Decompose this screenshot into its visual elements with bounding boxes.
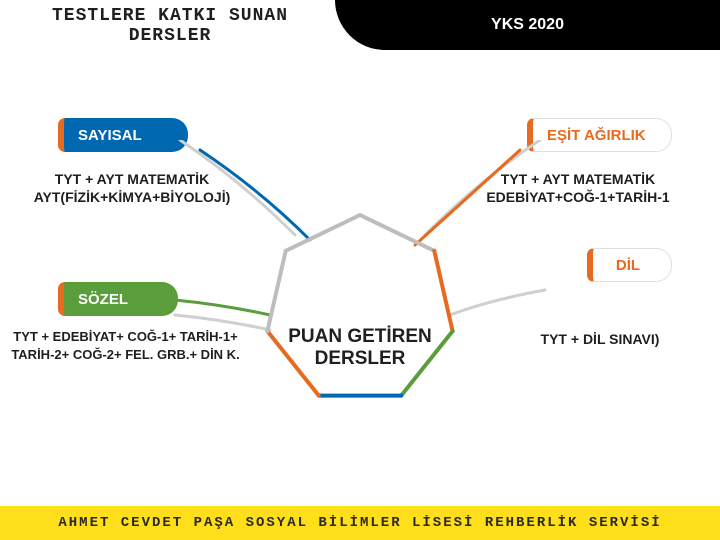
badge-sayisal: SAYISAL (58, 118, 188, 152)
badge-sozel: SÖZEL (58, 282, 178, 316)
badge-dil-label: DİL (616, 257, 640, 274)
page-title: TESTLERE KATKI SUNAN DERSLER (20, 6, 320, 46)
topbar: YKS 2020 (335, 0, 720, 50)
center-title: PUAN GETİREN DERSLER (260, 326, 460, 370)
badge-esit-label: EŞİT AĞIRLIK (547, 127, 646, 144)
topbar-right-label: YKS 2020 (491, 16, 564, 34)
footer-text: AHMET CEVDET PAŞA SOSYAL BİLİMLER LİSESİ… (58, 515, 661, 531)
diagram-svg (170, 140, 550, 480)
badge-sayisal-label: SAYISAL (78, 127, 142, 144)
slide-root: TESTLERE KATKI SUNAN DERSLER YKS 2020 SA… (0, 0, 720, 540)
badge-sozel-label: SÖZEL (78, 291, 128, 308)
badge-dil: DİL (587, 248, 672, 282)
footer-bar: AHMET CEVDET PAŞA SOSYAL BİLİMLER LİSESİ… (0, 506, 720, 540)
